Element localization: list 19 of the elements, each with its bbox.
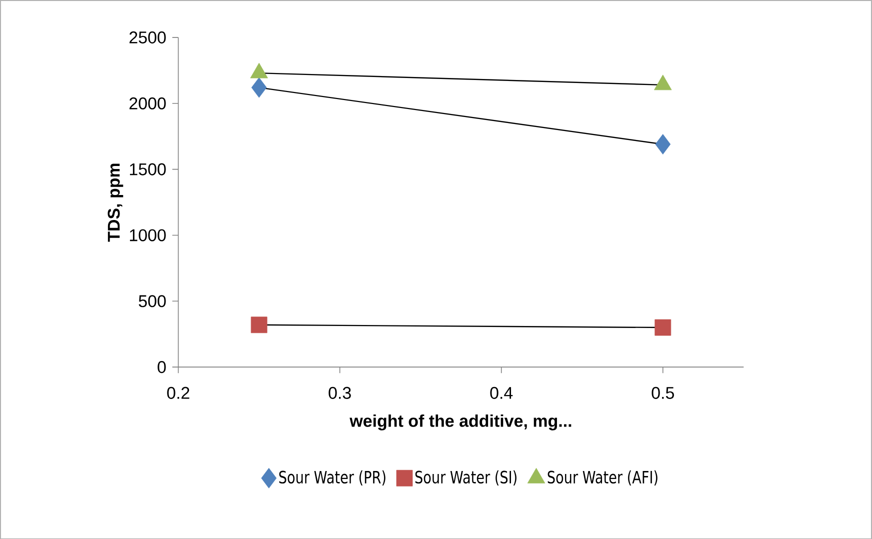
point — [654, 74, 672, 90]
y-tick-label: 500 — [138, 294, 166, 307]
point — [250, 62, 268, 78]
y-tick-label: 2500 — [130, 31, 166, 44]
point — [250, 316, 268, 333]
legend-label: Sour Water (SI) — [415, 470, 516, 486]
y-tick-label: 1500 — [130, 163, 166, 176]
y-tick-label: 2000 — [130, 97, 166, 110]
y-tick-label: 0 — [158, 360, 166, 373]
x-tick-label: 0.5 — [652, 386, 674, 399]
x-axis-title: weight of the additive, mg... — [350, 414, 572, 430]
legend-label: Sour Water (AFI) — [548, 470, 658, 486]
x-tick-label: 0.2 — [167, 386, 190, 399]
x-tick-label: 0.4 — [490, 386, 513, 399]
y-tick-label: 1000 — [130, 229, 166, 242]
x-tick-label: 0.3 — [328, 386, 351, 399]
y-axis-title: TDS, ppm — [108, 164, 124, 242]
point — [654, 319, 672, 336]
legend-label: Sour Water (PR) — [279, 470, 386, 486]
